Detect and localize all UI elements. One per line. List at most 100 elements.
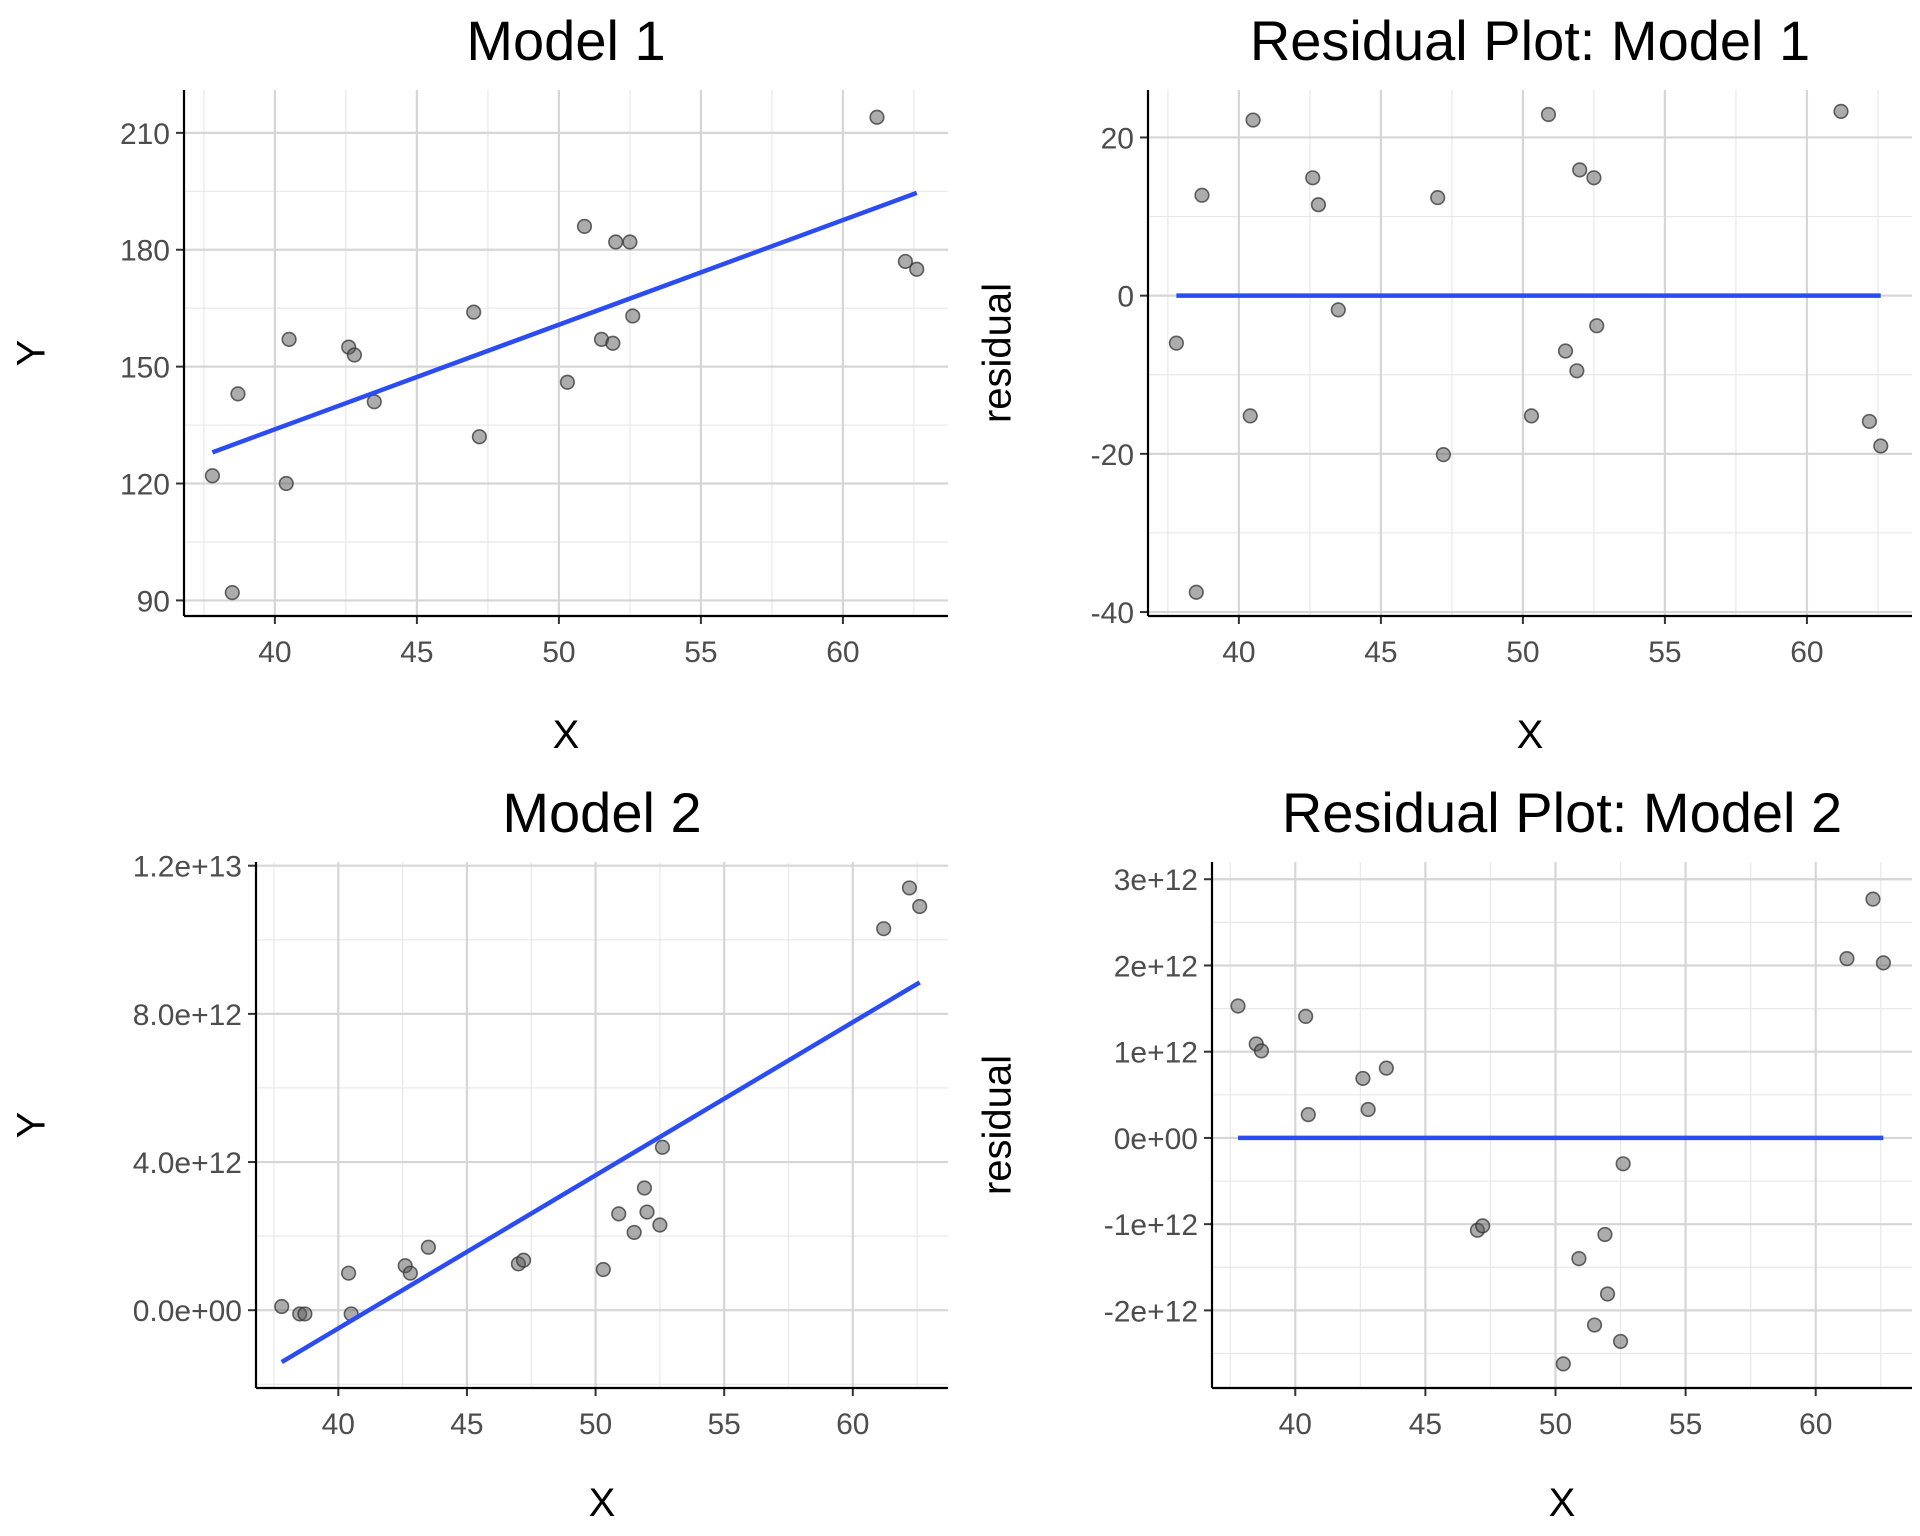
data-point (1572, 162, 1588, 178)
y-tick-label: 90 (137, 585, 170, 618)
x-tick-label: 45 (400, 636, 433, 669)
y-tick-label: -20 (1091, 439, 1134, 472)
data-point (1540, 106, 1557, 123)
data-point (1310, 197, 1327, 213)
data-point (625, 308, 641, 324)
y-tick-label: -40 (1091, 597, 1134, 630)
data-point (1355, 1070, 1371, 1087)
y-tick-label: 180 (120, 235, 170, 268)
data-point (1586, 170, 1602, 186)
x-tick-label: 40 (1279, 1408, 1312, 1441)
x-tick-label: 40 (258, 636, 291, 669)
data-point (1865, 891, 1881, 907)
data-point (1839, 950, 1855, 967)
data-point (230, 386, 246, 402)
y-tick-label: 0e+00 (1114, 1123, 1198, 1156)
y-tick-label: 0 (1117, 281, 1134, 314)
y-axis-title: residual (976, 283, 1020, 423)
x-tick-label: 50 (1506, 636, 1539, 669)
data-point (1194, 187, 1210, 203)
x-tick-label: 55 (684, 636, 717, 669)
data-point (1298, 1008, 1314, 1024)
data-point (869, 109, 885, 125)
data-point (1569, 363, 1585, 379)
data-point (1253, 1043, 1270, 1059)
data-point (654, 1139, 671, 1155)
panel-title: Model 2 (502, 781, 701, 844)
data-point (1555, 1356, 1571, 1372)
data-point (1861, 413, 1877, 430)
data-point (636, 1180, 653, 1196)
data-point (595, 1261, 611, 1278)
data-point (626, 1224, 642, 1241)
data-point (1245, 112, 1261, 128)
data-point (1523, 408, 1540, 424)
y-tick-label: 0.0e+00 (133, 1295, 242, 1328)
data-point (274, 1298, 290, 1315)
data-point (608, 234, 624, 250)
y-tick-label: -2e+12 (1104, 1295, 1198, 1328)
data-point (1586, 1317, 1603, 1333)
y-tick-label: -1e+12 (1104, 1209, 1198, 1242)
y-tick-label: 1e+12 (1114, 1037, 1198, 1070)
data-point (611, 1206, 627, 1222)
fit-line (280, 980, 921, 1365)
x-tick-label: 40 (1222, 636, 1255, 669)
y-tick-label: 8.0e+12 (133, 999, 242, 1032)
data-point (605, 335, 621, 351)
fit-line (211, 190, 918, 455)
data-point (1435, 447, 1451, 463)
x-axis-title: X (1549, 1481, 1576, 1525)
data-point (1475, 1218, 1491, 1234)
y-axis-title: Y (10, 340, 54, 367)
x-axis-title: X (1517, 713, 1544, 757)
data-point (559, 374, 576, 390)
chart-panel-4: 40 45 50 55 60 -2e+12 -1e+12 0e+00 1e+12 2e+12 3e+… (976, 781, 1912, 1525)
x-tick-label: 45 (450, 1408, 483, 1441)
data-point (515, 1252, 532, 1268)
x-tick-label: 55 (1648, 636, 1681, 669)
data-point (912, 898, 928, 915)
y-tick-label: 120 (120, 469, 170, 502)
x-tick-label: 60 (826, 636, 859, 669)
data-point (204, 468, 221, 484)
data-point (297, 1306, 313, 1322)
y-axis-title: Y (10, 1112, 54, 1139)
data-point (1612, 1333, 1629, 1350)
data-point (1168, 335, 1185, 351)
data-point (1875, 955, 1891, 971)
chart-panel-1: 40 45 50 55 60 90 120 150 180 210 Model 1 X Y (10, 9, 948, 757)
data-point (909, 261, 925, 277)
data-point (471, 429, 487, 445)
data-point (901, 880, 918, 896)
data-point (876, 921, 892, 937)
data-point (224, 585, 240, 601)
data-point (1242, 408, 1258, 424)
data-point (1378, 1060, 1394, 1076)
x-tick-label: 60 (1790, 636, 1823, 669)
data-point (420, 1239, 436, 1255)
data-point (278, 475, 294, 492)
x-tick-label: 45 (1364, 636, 1397, 669)
x-tick-label: 55 (708, 1408, 741, 1441)
x-tick-label: 40 (322, 1408, 355, 1441)
chart-panel-3: 40 45 50 55 60 0.0e+00 4.0e+12 8.0e+12 1.2e+13 Mo… (10, 781, 948, 1525)
data-point (1597, 1226, 1613, 1243)
data-point (346, 347, 363, 363)
data-point (281, 331, 297, 347)
data-point (897, 253, 913, 270)
data-point (1188, 584, 1204, 600)
x-tick-label: 60 (1799, 1408, 1832, 1441)
y-tick-label: 3e+12 (1114, 864, 1198, 897)
data-point (1305, 170, 1321, 186)
data-point (1330, 302, 1346, 318)
data-point (366, 394, 382, 410)
x-tick-label: 45 (1409, 1408, 1442, 1441)
y-tick-label: 4.0e+12 (133, 1147, 242, 1180)
x-axis-title: X (553, 713, 580, 757)
x-tick-label: 50 (579, 1408, 612, 1441)
data-point (1615, 1156, 1631, 1172)
data-point (1571, 1251, 1587, 1267)
data-point (1599, 1286, 1616, 1302)
